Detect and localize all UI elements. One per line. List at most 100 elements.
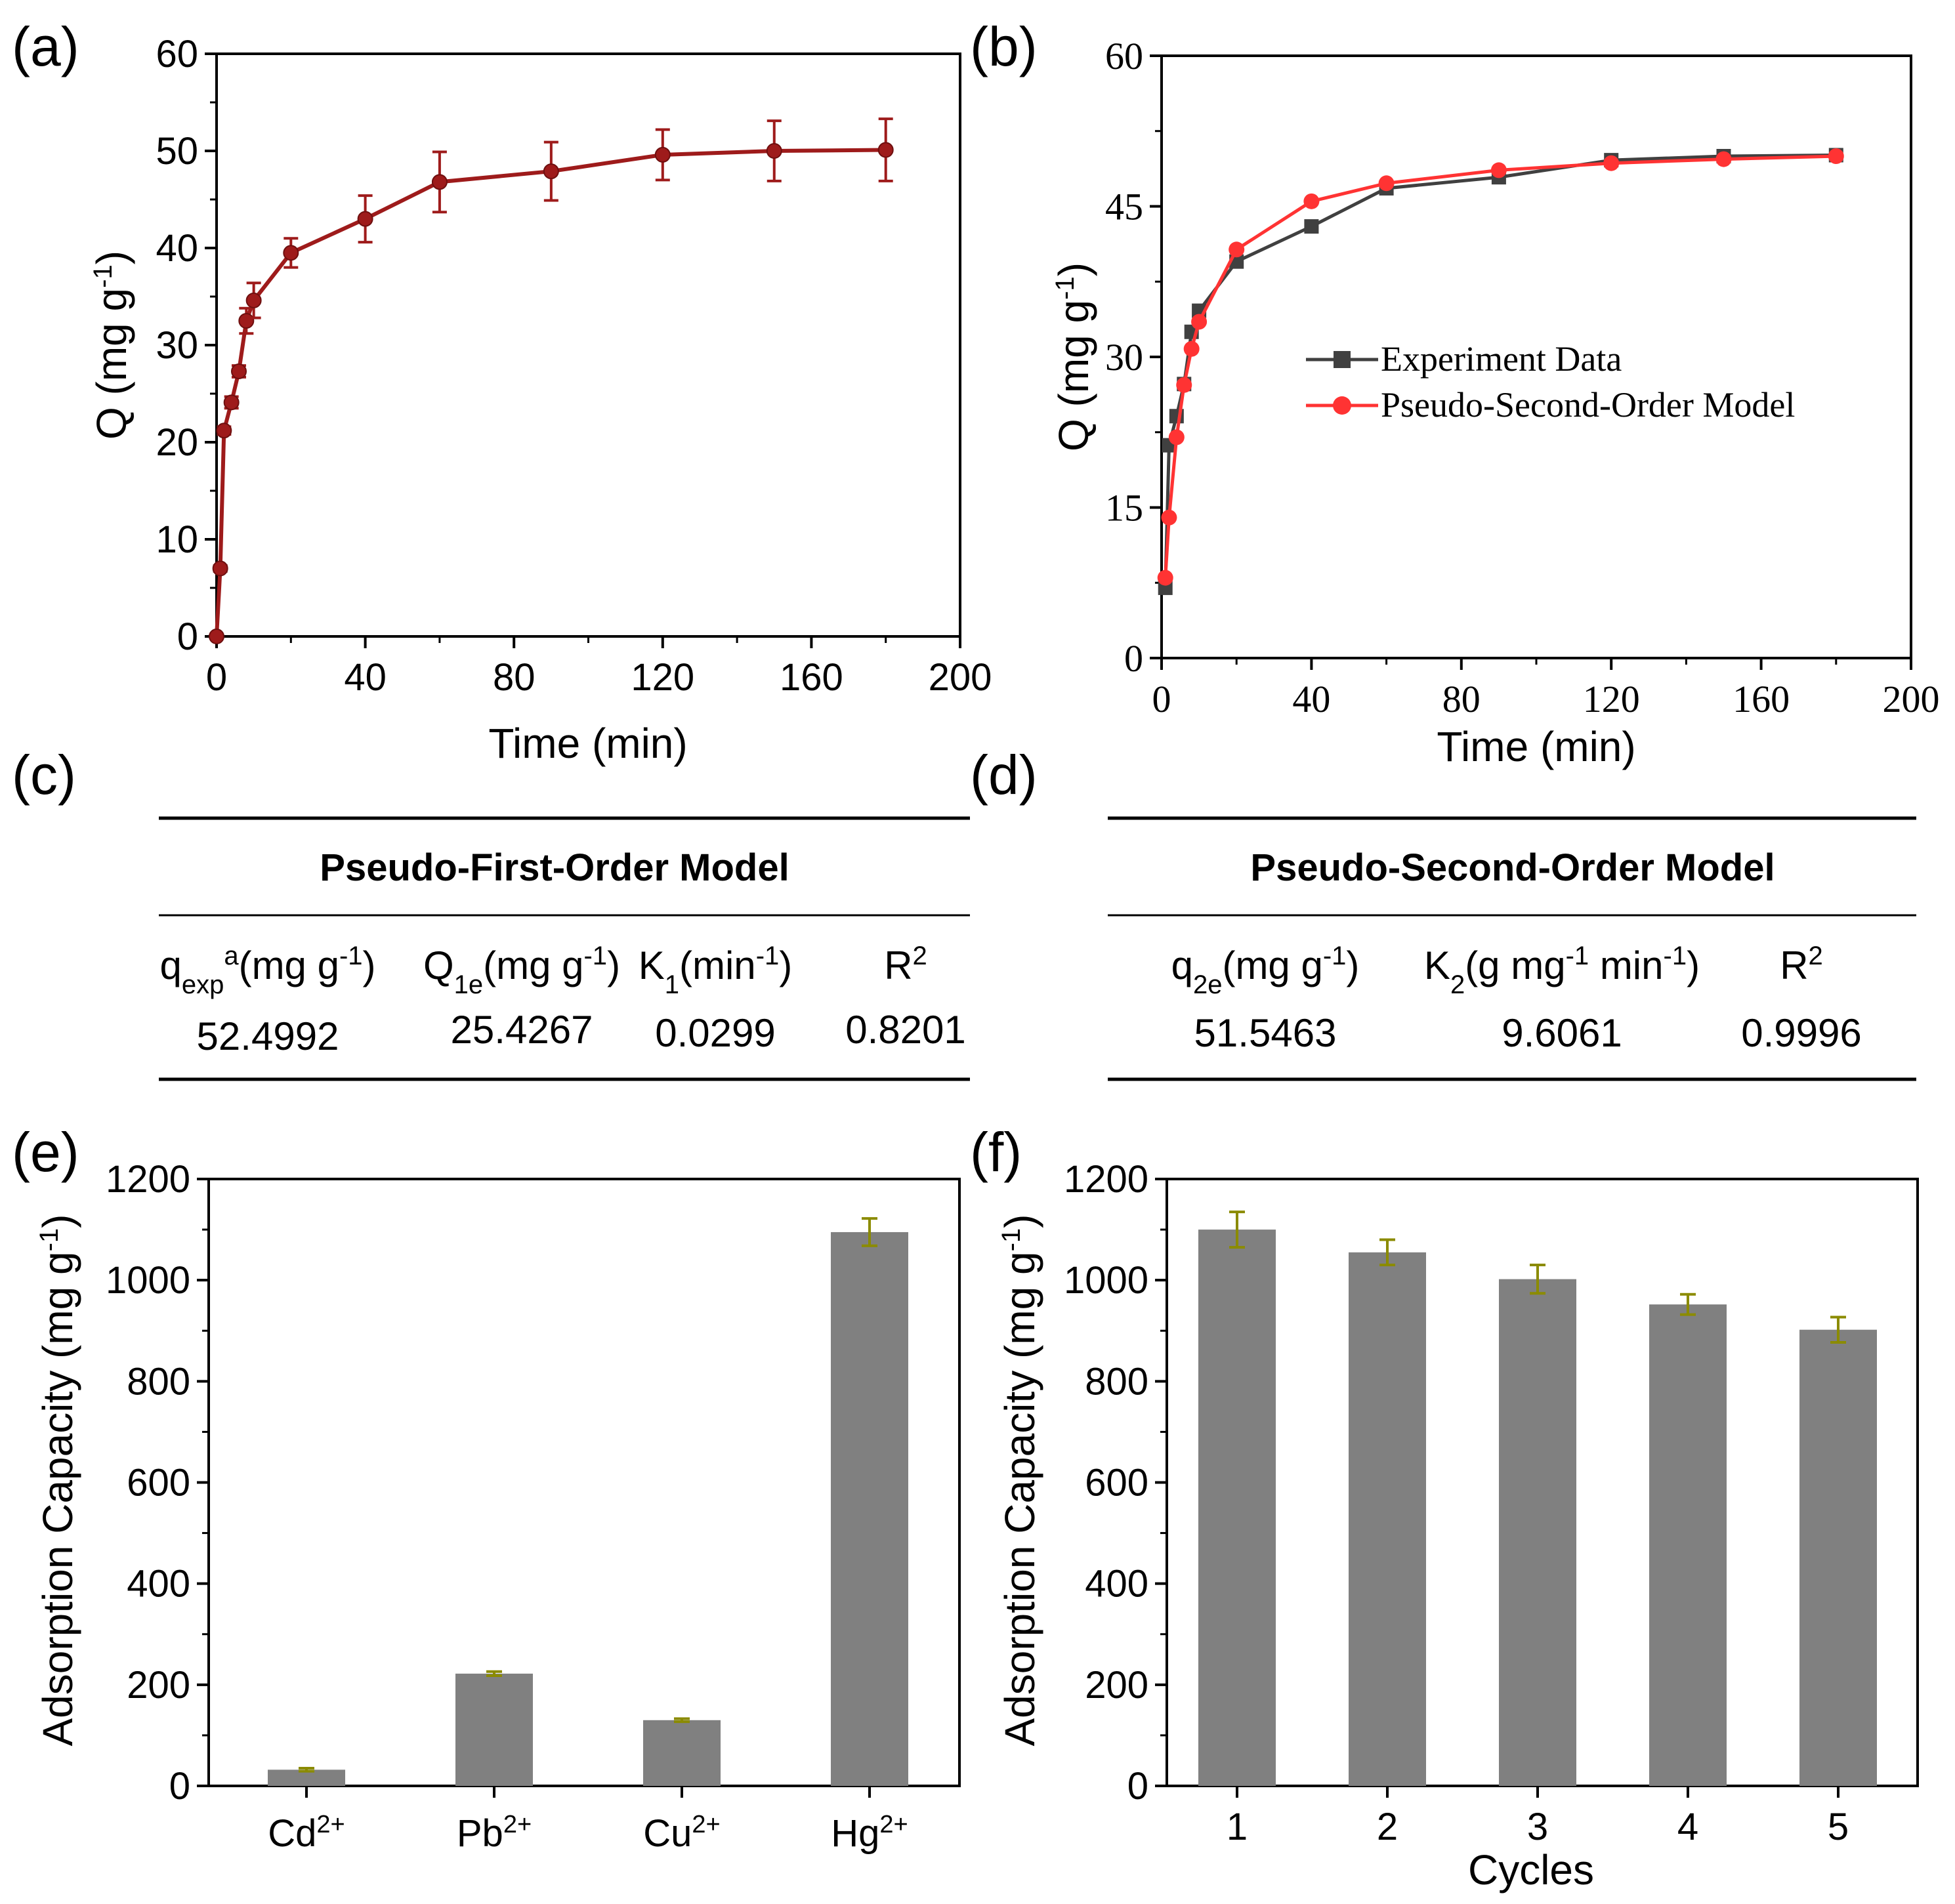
y-tick-label: 20: [156, 421, 198, 464]
data-point-model: [1161, 509, 1177, 526]
panel-label-e: (e): [12, 1121, 79, 1183]
table-c-header: R2: [884, 942, 927, 987]
table-c-value: 52.4992: [197, 1014, 339, 1058]
chart-f-xlabel: Cycles: [1468, 1846, 1594, 1894]
header-close: ): [1687, 943, 1700, 987]
x-tick-label: 2: [1377, 1806, 1398, 1848]
header-sup: 2: [1809, 942, 1823, 970]
header-close: ): [779, 943, 792, 987]
table-d: Pseudo-Second-Order Model q2e(mg g-1) K2(…: [1108, 816, 1916, 1081]
header-unit-sup: -1: [339, 942, 363, 970]
data-point-model: [1303, 193, 1320, 209]
header-unit-sup: -1: [1323, 942, 1347, 970]
data-point-model: [1176, 377, 1192, 393]
x-tick-label: 1: [1227, 1806, 1248, 1848]
x-tick-label: 3: [1527, 1806, 1548, 1848]
data-point: [283, 245, 299, 261]
data-point: [238, 313, 255, 329]
y-tick-label: 400: [127, 1563, 190, 1605]
chart-f: 0 200 400 600 800 1000 1200 1 2 3 4 5 Cycles Adsor…: [996, 1158, 1919, 1894]
y-tick-label: 600: [1085, 1462, 1148, 1504]
series-line-a: [215, 148, 886, 637]
table-c-header: Q1e(mg g-1): [423, 942, 620, 999]
x-tick-label: 120: [1583, 678, 1640, 720]
data-point: [212, 560, 228, 577]
panel-label-c: (c): [12, 744, 76, 806]
y-tick-label: 600: [127, 1462, 190, 1504]
table-c-header: K1(min-1): [639, 942, 793, 999]
data-point: [357, 211, 373, 227]
x-tick-label: Cu2+: [643, 1811, 720, 1855]
table-c: Pseudo-First-Order Model qexpa(mg g-1) Q1…: [159, 816, 970, 1081]
header-base: q: [159, 943, 181, 987]
header-base: K: [639, 943, 665, 987]
table-d-value: 9.6061: [1502, 1011, 1622, 1055]
header-unit: (g mg: [1465, 943, 1565, 987]
chart-e-ylabel: Adsorption Capacity (mg g-1): [34, 1214, 81, 1746]
y-tick-label: 1000: [1064, 1259, 1148, 1302]
x-tick-label: 80: [493, 656, 536, 699]
header-sub: 1e: [454, 970, 484, 999]
x-tick-label-sup: 2+: [879, 1811, 908, 1838]
y-tick-label: 50: [156, 130, 198, 173]
x-tick-label: 160: [780, 656, 843, 699]
panel-label-f: (f): [970, 1121, 1022, 1183]
header-unit-sup: -1: [756, 942, 780, 970]
chart-f-ylabel: Adsorption Capacity (mg g-1): [996, 1214, 1043, 1746]
data-point-model: [1157, 569, 1173, 586]
header-unit-sup: -1: [583, 942, 607, 970]
panel-label-a: (a): [12, 16, 79, 77]
x-tick-label: 5: [1828, 1806, 1849, 1848]
x-tick-label-sup: 2+: [316, 1811, 345, 1838]
table-c-value: 0.8201: [845, 1008, 966, 1052]
data-point: [216, 423, 232, 439]
header-unit-2: min: [1589, 943, 1663, 987]
data-point-model: [1490, 162, 1507, 178]
table-d-header: R2: [1780, 942, 1823, 987]
y-tick-label: 40: [156, 227, 198, 270]
data-point-model: [1168, 429, 1185, 445]
chart-b-ylabel: Q (mg g-1): [1050, 262, 1097, 451]
data-point: [654, 146, 671, 163]
table-c-value: 0.0299: [655, 1011, 776, 1055]
panel-label-d: (d): [970, 744, 1038, 806]
header-sub: 2: [1450, 970, 1465, 999]
x-tick-label-base: Hg: [831, 1812, 879, 1855]
y-tick-label: 10: [156, 518, 198, 561]
data-point-model: [1603, 155, 1620, 171]
bar: [455, 1673, 533, 1786]
header-sub: 1: [665, 970, 679, 999]
header-sub: 2e: [1193, 970, 1223, 999]
header-close: ): [363, 943, 376, 987]
data-point-model: [1183, 341, 1200, 357]
table-c-value: 25.4267: [451, 1008, 593, 1052]
bar: [831, 1231, 908, 1786]
table-d-header: q2e(mg g-1): [1171, 942, 1360, 999]
y-tick-label: 800: [127, 1360, 190, 1403]
x-tick-label-sup: 2+: [503, 1811, 532, 1838]
x-tick-label-sup: 2+: [692, 1811, 720, 1838]
header-unit-sup: -1: [1566, 942, 1589, 970]
header-sup: 2: [913, 942, 927, 970]
data-point-model: [1191, 314, 1208, 330]
x-tick-label: 4: [1677, 1806, 1698, 1848]
data-point: [431, 174, 448, 190]
header-base: R: [884, 943, 912, 987]
header-base: K: [1424, 943, 1450, 987]
header-close: ): [1346, 943, 1359, 987]
y-tick-label: 1000: [106, 1259, 190, 1302]
x-tick-label: 0: [1152, 678, 1171, 720]
table-c-header: qexpa(mg g-1): [159, 942, 375, 999]
chart-a-ylabel: Q (mg g-1): [88, 251, 135, 440]
y-tick-label: 45: [1105, 186, 1143, 228]
header-unit: (mg g: [239, 943, 339, 987]
y-tick-label: 200: [127, 1664, 190, 1707]
x-tick-label-base: Cd: [268, 1812, 316, 1855]
chart-a-frame: [215, 52, 961, 638]
chart-a-xlabel: Time (min): [488, 720, 687, 767]
y-tick-label: 30: [1105, 336, 1143, 379]
legend-label-model: Pseudo-Second-Order Model: [1381, 385, 1795, 424]
data-point-model: [1378, 175, 1395, 192]
data-point: [209, 629, 224, 644]
